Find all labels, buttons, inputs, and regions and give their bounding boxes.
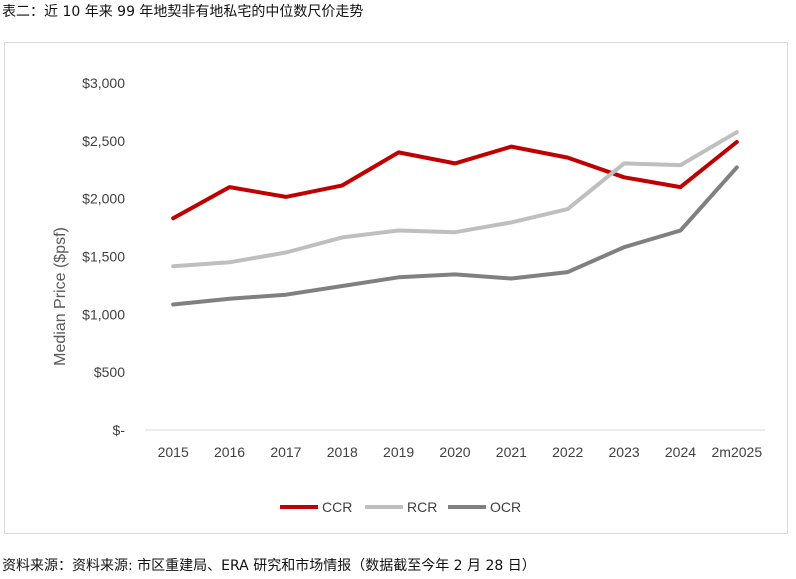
series-line-ocr: [171, 165, 739, 307]
x-axis-ticks: 2015 2016 2017 2018 2019 2020 2021 2022 2023 2024…: [158, 444, 763, 460]
chart-caption: 表二：近 10 年来 99 年地契非有地私宅的中位数尺价走势: [2, 4, 364, 20]
series-line-rcr: [171, 130, 739, 269]
x-tick-label: 2023: [609, 444, 640, 460]
y-tick-label: $-: [113, 422, 126, 438]
x-tick-label: 2017: [270, 444, 301, 460]
legend-label-rcr: RCR: [407, 499, 437, 515]
series-lines: [171, 130, 739, 307]
x-tick-label: 2m2025: [712, 444, 763, 460]
y-axis-title: Median Price ($psf): [52, 227, 69, 366]
y-axis-ticks: $- $500 $1,000 $1,500 $2,000 $2,500 $3,000: [82, 75, 125, 438]
chart-frame: Median Price ($psf) $- $500 $1,000 $1,500 $2…: [4, 42, 788, 534]
x-tick-label: 2020: [439, 444, 470, 460]
x-tick-label: 2019: [383, 444, 414, 460]
median-price-line-chart: Median Price ($psf) $- $500 $1,000 $1,500 $2…: [52, 75, 765, 515]
y-tick-label: $1,000: [82, 306, 125, 322]
y-tick-label: $3,000: [82, 75, 125, 91]
source-note: 资料来源：资料来源: 市区重建局、ERA 研究和市场情报（数据截至今年 2 月 …: [2, 558, 536, 574]
y-tick-label: $2,500: [82, 133, 125, 149]
x-tick-label: 2018: [327, 444, 358, 460]
x-tick-label: 2015: [158, 444, 189, 460]
x-tick-label: 2022: [552, 444, 583, 460]
y-tick-label: $2,000: [82, 191, 125, 207]
legend-label-ccr: CCR: [322, 499, 352, 515]
series-line-ccr: [171, 140, 739, 221]
x-tick-label: 2016: [214, 444, 245, 460]
x-tick-label: 2021: [496, 444, 527, 460]
y-axis-label-group: Median Price ($psf): [52, 227, 69, 366]
legend-label-ocr: OCR: [490, 499, 521, 515]
x-tick-label: 2024: [665, 444, 696, 460]
y-tick-label: $1,500: [82, 249, 125, 265]
y-tick-label: $500: [94, 364, 125, 380]
legend: CCR RCR OCR: [280, 499, 521, 515]
